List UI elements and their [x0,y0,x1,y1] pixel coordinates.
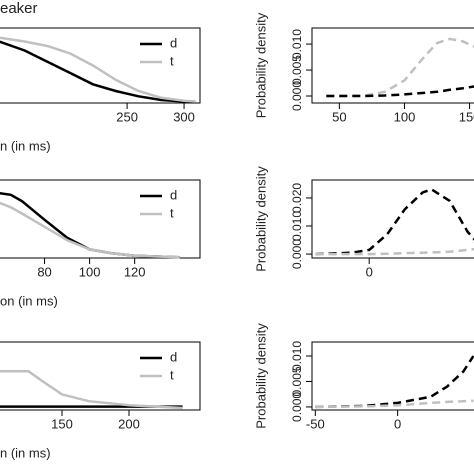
plot-frame [0,179,201,259]
series-line [0,40,196,104]
plot-frame [311,179,474,259]
x-axis-label: n (in ms) [0,445,51,460]
y-tick-label: 0.000 [290,81,304,111]
series-line [315,399,474,409]
y-axis-label: Probability density [253,323,268,429]
y-axis-label: Probability density [253,12,268,118]
x-tick-label: 0 [366,264,373,279]
x-tick-label: -50 [306,416,325,431]
plot-frame [0,27,201,104]
y-tick-label: 0.005 [290,55,304,85]
y-tick-label: 0.005 [290,366,304,396]
x-axis-label: on (in ms) [0,293,58,308]
series-line [315,188,474,256]
series-line [315,247,474,256]
legend-label: d [170,35,177,50]
series-line [0,369,183,410]
plot-frame [0,341,201,411]
y-tick-label: 0.010 [290,29,304,59]
plot-frame [311,341,474,411]
x-tick-label: 300 [173,109,195,124]
legend-label: t [170,367,174,382]
legend-label: d [170,349,177,364]
x-tick-label: 100 [394,109,416,124]
y-axis-label: Probability density [253,166,268,272]
x-tick-label: 150 [459,109,474,124]
x-tick-label: 250 [116,109,138,124]
x-tick-label: 200 [118,416,140,431]
x-tick-label: 150 [51,416,73,431]
plot-frame [311,27,474,104]
x-tick-label: 0 [394,416,401,431]
figure-title: eaker [0,0,38,17]
series-line [0,191,180,259]
y-tick-label: 0.010 [290,341,304,371]
x-tick-label: 120 [124,264,146,279]
legend-label: d [170,187,177,202]
legend-label: t [170,205,174,220]
series-line [0,201,180,259]
series-line [326,37,474,98]
y-tick-label: 0.020 [290,183,304,213]
y-tick-label: 0.010 [290,211,304,241]
x-tick-label: 50 [332,109,346,124]
y-tick-label: 0.000 [290,239,304,269]
series-line [0,36,196,103]
series-line [315,355,474,409]
x-axis-label: n (in ms) [0,138,51,153]
x-tick-label: 100 [79,264,101,279]
legend-label: t [170,53,174,68]
series-line [326,85,474,98]
y-tick-label: 0.000 [290,392,304,422]
x-tick-label: 80 [37,264,51,279]
